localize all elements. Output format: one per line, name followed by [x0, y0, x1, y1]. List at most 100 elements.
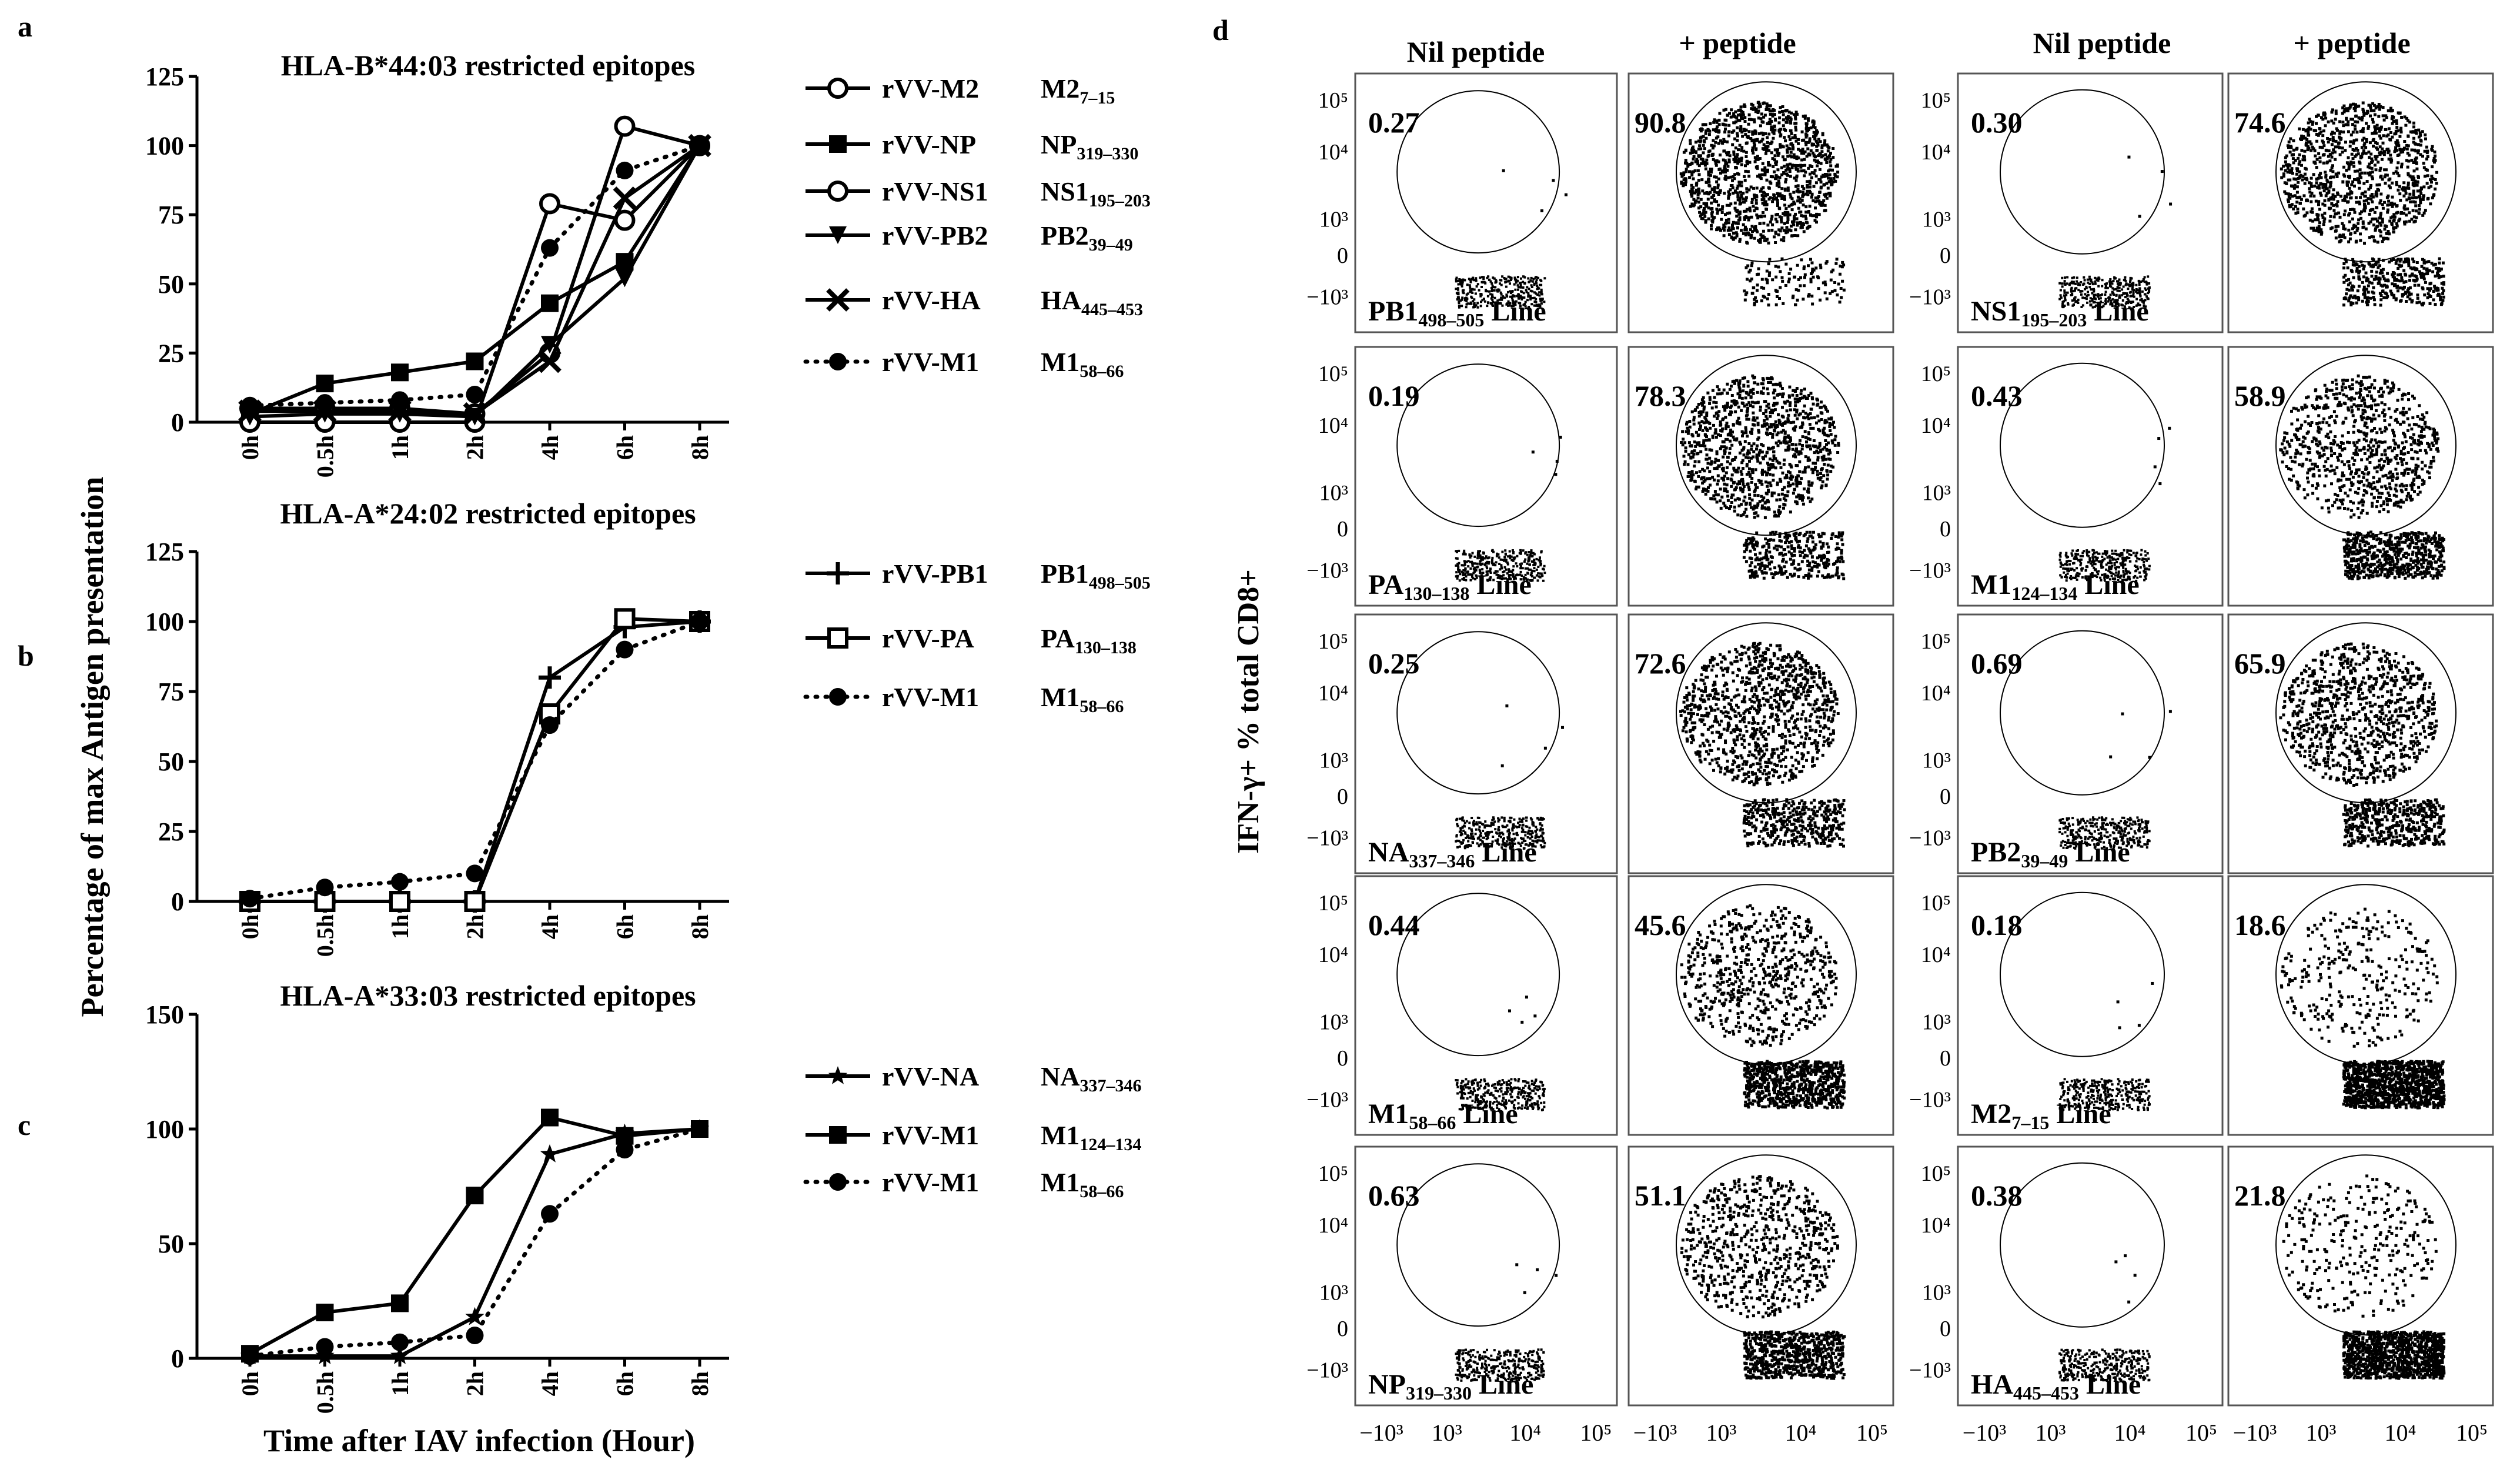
stray-event: [2158, 482, 2162, 486]
flow-plot-pep-pa-130–138: 78.3: [1627, 346, 1894, 607]
peptide-percent: 90.8: [1635, 106, 1686, 139]
flow-y-tick-label: −10³: [1909, 826, 1951, 850]
data-point: [691, 136, 708, 155]
legend-swatch-marker: [828, 1066, 848, 1084]
stray-event: [2116, 1000, 2120, 1004]
stray-event: [1508, 1009, 1511, 1013]
flow-y-tick-label: 10⁴: [1921, 1213, 1951, 1238]
gate-circle: [2000, 89, 2165, 255]
data-point: [616, 640, 634, 659]
gate-circle: [1676, 355, 1857, 536]
flow-y-tick-label: 0: [1940, 1317, 1951, 1341]
stray-event: [2138, 215, 2141, 218]
flow-y-axis-label: IFN-γ+ % total CD8+: [1232, 569, 1265, 854]
y-tick-label: 150: [145, 1000, 184, 1029]
data-point: [465, 1307, 484, 1325]
legend-swatch-marker: [827, 181, 848, 202]
x-tick-label: 2h: [462, 1371, 489, 1396]
series-line: [248, 619, 702, 901]
nil-percent: 0.63: [1368, 1179, 1420, 1212]
peptide-percent: 18.6: [2234, 908, 2286, 941]
y-tick-label: 100: [145, 132, 184, 161]
x-tick-label: 0h: [237, 914, 263, 939]
legend-epitope: NS1195–203: [1041, 176, 1151, 211]
flow-y-tick-label: 10⁵: [1318, 1161, 1348, 1186]
nil-percent: 0.30: [1971, 106, 2023, 139]
stray-event: [2160, 170, 2164, 173]
legend-swatch-marker: [829, 135, 847, 153]
flow-plot-nil-pa-130–138: 0.19 PA130–138 Line: [1354, 346, 1618, 607]
stray-event: [1540, 209, 1543, 212]
peptide-percent: 65.9: [2234, 647, 2286, 680]
stray-event: [1536, 1268, 1539, 1271]
series-line: [249, 144, 701, 416]
data-point: [541, 716, 559, 734]
cell-dots: [1680, 1175, 1846, 1380]
flow-cytometry-panel: d Nil peptide + peptide Nil peptide + pe…: [1212, 14, 2494, 1446]
flow-x-tick-label: −10³: [2233, 1419, 2277, 1446]
cell-dots: [2280, 101, 2445, 307]
plot-frame: [1627, 72, 1894, 333]
line-label: M158–66 Line: [1368, 1098, 1518, 1133]
y-tick-label: 100: [145, 1115, 184, 1144]
line-label-subscript: 445–453: [2013, 1382, 2079, 1404]
gate-circle: [2275, 81, 2457, 263]
col-header-nil-2: Nil peptide: [2033, 26, 2171, 59]
flow-plot-nil-pb1-498–505: 0.27 PB1498–505 Line: [1354, 72, 1618, 333]
flow-y-tick-label: 0: [1337, 784, 1348, 809]
flow-plot-pep-m1-58–66: 45.6: [1627, 875, 1894, 1136]
flow-x-tick-label: −10³: [1359, 1419, 1403, 1446]
stray-event: [1555, 459, 1559, 463]
cell-dots: [1680, 374, 1846, 580]
legend-swatch-marker: [829, 688, 847, 706]
legend-swatch-marker: [829, 226, 847, 244]
data-point: [538, 349, 562, 373]
legend-epitope-subscript: 130–138: [1075, 638, 1137, 657]
data-point: [541, 336, 559, 354]
legend-swatch-marker: [827, 627, 848, 649]
cell-dots: [1455, 816, 1546, 850]
cell-dots: [2058, 816, 2151, 850]
data-point: [316, 1338, 334, 1356]
line-label: PA130–138 Line: [1368, 569, 1532, 604]
flow-x-tick-label: 10³: [1706, 1419, 1737, 1446]
line-label-suffix: Line: [2087, 296, 2148, 327]
legend-label: rVV-PB2: [882, 221, 988, 250]
line-label-epitope: M1: [1368, 1098, 1409, 1130]
series-rvv-m2-m2: [239, 115, 710, 425]
flow-y-tick-label: 10⁵: [1318, 88, 1348, 113]
data-point: [613, 186, 637, 210]
stray-event: [1515, 1263, 1519, 1267]
cell-dots: [1455, 275, 1546, 309]
flow-plot-pep-np-319–330: 51.1: [1627, 1145, 1894, 1407]
line-label: NP319–330 Line: [1368, 1369, 1533, 1404]
flow-y-tick-label: −10³: [1909, 285, 1951, 309]
line-label-suffix: Line: [2049, 1098, 2111, 1130]
y-tick-label: 0: [171, 1344, 184, 1373]
line-label: M1124–134 Line: [1971, 569, 2140, 604]
legend-item: rVV-HA HA445–453: [806, 285, 1143, 319]
gate-circle: [1396, 363, 1560, 527]
flow-y-tick-label: −10³: [1306, 1087, 1348, 1112]
panel-label-b: b: [18, 639, 34, 672]
legend-swatch-marker: [827, 562, 849, 584]
nil-percent: 0.38: [1971, 1179, 2023, 1212]
y-tick-label: 25: [158, 817, 184, 846]
data-point: [616, 1141, 634, 1159]
stray-event: [1554, 473, 1558, 476]
flow-x-tick-label: 10⁵: [2456, 1419, 2488, 1446]
legend-epitope: M158–66: [1041, 347, 1124, 381]
stray-event: [1564, 193, 1568, 196]
legend-epitope-subscript: 498–505: [1089, 573, 1151, 593]
data-point: [541, 294, 559, 312]
flow-y-tick-label: 10³: [1319, 1280, 1348, 1305]
legend-label: rVV-PB1: [882, 559, 988, 589]
stray-event: [1531, 450, 1535, 454]
cell-dots: [2058, 549, 2151, 582]
legend-item: rVV-M1 M1124–134: [806, 1120, 1141, 1154]
flow-x-tick-label: 10³: [2036, 1419, 2066, 1446]
stray-event: [2127, 1300, 2131, 1304]
legend-swatch-marker: [829, 1126, 847, 1144]
flow-plot-pep-pb2-39–49: 65.9: [2227, 613, 2494, 874]
